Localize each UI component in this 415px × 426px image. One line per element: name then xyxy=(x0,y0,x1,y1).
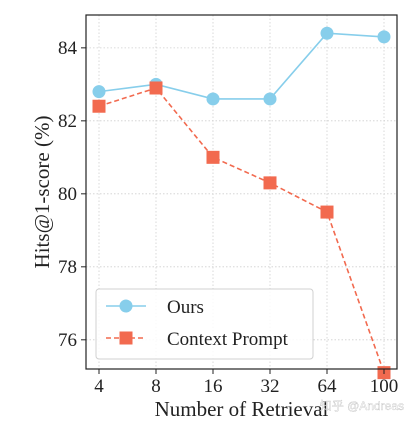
series-layer xyxy=(92,26,391,380)
y-tick-label: 82 xyxy=(58,111,77,132)
x-tick-label: 64 xyxy=(318,376,338,397)
x-tick-label: 32 xyxy=(261,376,280,397)
legend-marker-circle xyxy=(119,299,133,313)
legend-label: Context Prompt xyxy=(167,329,289,350)
x-axis-ticks: 4 8 16 32 64 100 xyxy=(94,369,398,397)
y-axis-ticks: 76 78 80 82 84 xyxy=(58,38,86,351)
data-point-circle xyxy=(377,30,391,44)
x-tick-label: 8 xyxy=(151,376,161,397)
x-axis-label: Number of Retrieval xyxy=(155,397,329,421)
data-point-square xyxy=(149,81,163,95)
x-tick-label: 4 xyxy=(94,376,104,397)
legend-box xyxy=(95,288,314,360)
data-point-circle xyxy=(263,92,277,106)
x-tick-label: 100 xyxy=(370,376,399,397)
y-tick-label: 76 xyxy=(58,330,77,351)
plot-frame xyxy=(85,14,398,370)
data-point-circle xyxy=(206,92,220,106)
data-point-circle xyxy=(92,85,106,99)
legend-label: Ours xyxy=(167,297,204,318)
x-tick-label: 16 xyxy=(204,376,223,397)
data-point-circle xyxy=(320,26,334,40)
series-line xyxy=(98,32,385,100)
y-tick-label: 84 xyxy=(58,38,78,59)
data-point-square xyxy=(320,205,334,219)
legend-marker-square xyxy=(119,331,133,345)
watermark: 知乎 @Andreas xyxy=(320,399,404,413)
data-point-square xyxy=(206,150,220,164)
data-point-square xyxy=(92,99,106,113)
series-line xyxy=(98,87,385,373)
series-0 xyxy=(92,26,391,106)
y-tick-label: 78 xyxy=(58,257,77,278)
legend: Ours Context Prompt xyxy=(95,288,314,360)
y-axis-label: Hits@1-score (%) xyxy=(30,116,54,269)
data-point-square xyxy=(263,176,277,190)
y-tick-label: 80 xyxy=(58,184,77,205)
